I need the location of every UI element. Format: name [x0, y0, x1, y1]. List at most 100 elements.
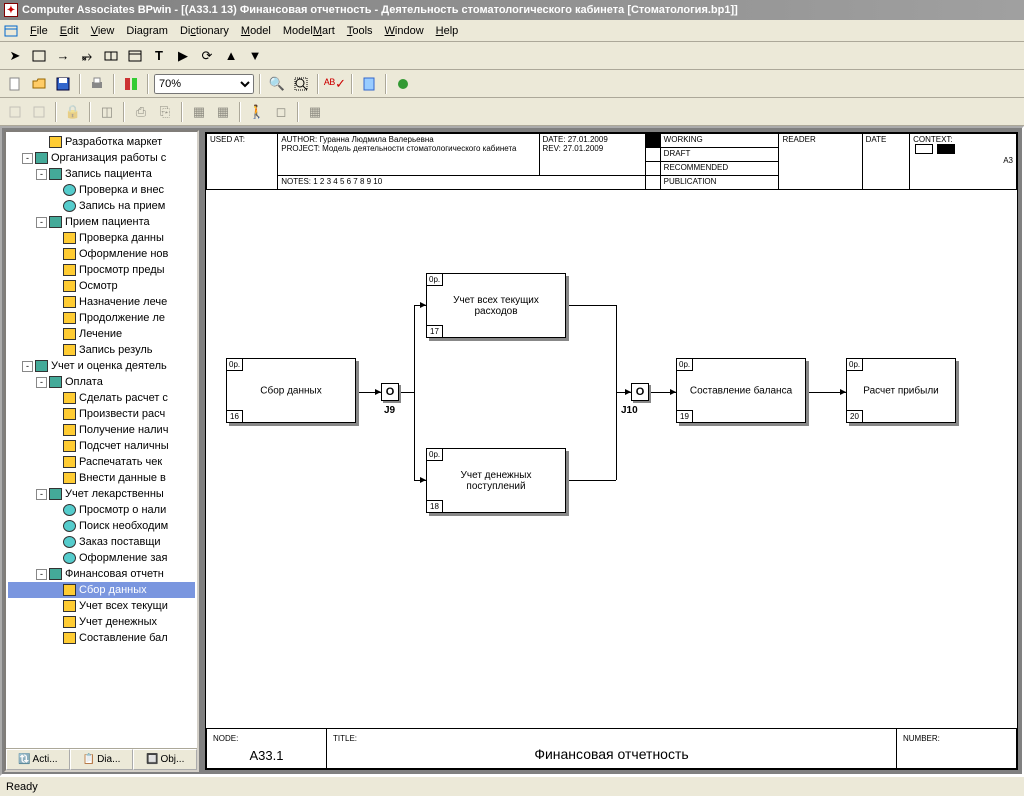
- zoom-fit-button[interactable]: [290, 73, 312, 95]
- model-props-button[interactable]: [120, 73, 142, 95]
- zoom-in-button[interactable]: 🔍: [266, 73, 288, 95]
- expand-icon[interactable]: -: [36, 489, 47, 500]
- menu-file[interactable]: File: [24, 23, 54, 39]
- tree-view[interactable]: Разработка маркет-Организация работы с-З…: [6, 132, 197, 748]
- tree-item[interactable]: -Финансовая отчетн: [8, 566, 195, 582]
- menu-dictionary[interactable]: Dictionary: [174, 23, 235, 39]
- junction[interactable]: O: [381, 383, 399, 401]
- tree-item[interactable]: Подсчет наличны: [8, 438, 195, 454]
- spellcheck-button[interactable]: ᴬᴮ✓: [324, 73, 346, 95]
- green-node-icon: [49, 376, 62, 388]
- cyan-node-icon: [63, 200, 76, 212]
- number-cell: NUMBER:: [897, 729, 1017, 769]
- expand-icon[interactable]: -: [22, 361, 33, 372]
- menu-tools[interactable]: Tools: [341, 23, 379, 39]
- tb3-person-button[interactable]: 🚶: [246, 101, 268, 123]
- activity-box[interactable]: 0р.Учет всех текущих расходов17: [426, 273, 566, 338]
- activity-box[interactable]: 0р.Расчет прибыли20: [846, 358, 956, 423]
- tree-item[interactable]: Проверка данны: [8, 230, 195, 246]
- expand-icon[interactable]: -: [36, 217, 47, 228]
- tree-item[interactable]: Лечение: [8, 326, 195, 342]
- tree-item-label: Заказ поставщи: [79, 536, 161, 548]
- tree-item-label: Организация работы с: [51, 152, 166, 164]
- date-header-cell: DATE: [862, 134, 910, 190]
- tree-item[interactable]: Распечатать чек: [8, 454, 195, 470]
- tree-item[interactable]: Учет всех текущи: [8, 598, 195, 614]
- tree-item[interactable]: Запись резуль: [8, 342, 195, 358]
- menu-model[interactable]: Model: [235, 23, 277, 39]
- tree-item[interactable]: Составление бал: [8, 630, 195, 646]
- go-parent-button[interactable]: ▲: [220, 45, 242, 67]
- menu-help[interactable]: Help: [430, 23, 465, 39]
- save-button[interactable]: [52, 73, 74, 95]
- go-child-button[interactable]: ▶: [172, 45, 194, 67]
- refresh-button[interactable]: ⟳: [196, 45, 218, 67]
- cyan-node-icon: [63, 184, 76, 196]
- expand-icon[interactable]: -: [36, 569, 47, 580]
- working-cell: WORKING: [660, 134, 779, 148]
- tree-item[interactable]: Произвести расч: [8, 406, 195, 422]
- tree-item[interactable]: Назначение лече: [8, 294, 195, 310]
- datastore-button[interactable]: [124, 45, 146, 67]
- go-sibling-button[interactable]: ▼: [244, 45, 266, 67]
- tree-item[interactable]: Просмотр о нали: [8, 502, 195, 518]
- activity-box[interactable]: 0р.Учет денежных поступлений18: [426, 448, 566, 513]
- menu-edit[interactable]: Edit: [54, 23, 85, 39]
- tree-item[interactable]: -Учет и оценка деятель: [8, 358, 195, 374]
- new-button[interactable]: [4, 73, 26, 95]
- modelmart-button[interactable]: [392, 73, 414, 95]
- menu-diagram[interactable]: Diagram: [120, 23, 174, 39]
- tree-item[interactable]: Оформление нов: [8, 246, 195, 262]
- tree-item-label: Назначение лече: [79, 296, 167, 308]
- menu-view[interactable]: View: [85, 23, 121, 39]
- tree-item[interactable]: Заказ поставщи: [8, 534, 195, 550]
- tree-item[interactable]: Сделать расчет с: [8, 390, 195, 406]
- tree-item[interactable]: Разработка маркет: [8, 134, 195, 150]
- report-button[interactable]: [358, 73, 380, 95]
- tree-item[interactable]: -Учет лекарственны: [8, 486, 195, 502]
- tree-item[interactable]: Просмотр преды: [8, 262, 195, 278]
- tree-item[interactable]: Поиск необходим: [8, 518, 195, 534]
- yellow-node-icon: [63, 472, 76, 484]
- diagram-surface[interactable]: 0р.Сбор данных16 0р.Учет всех текущих рас…: [206, 193, 1017, 719]
- tree-item[interactable]: Запись на прием: [8, 198, 195, 214]
- tunnel-button[interactable]: [100, 45, 122, 67]
- tree-item[interactable]: -Оплата: [8, 374, 195, 390]
- tree-item[interactable]: -Прием пациента: [8, 214, 195, 230]
- tree-item[interactable]: - Организация работы с: [8, 150, 195, 166]
- green-node-icon: [35, 152, 48, 164]
- tree-item-label: Поиск необходим: [79, 520, 168, 532]
- pointer-tool-button[interactable]: ➤: [4, 45, 26, 67]
- model-explorer: Разработка маркет-Организация работы с-З…: [4, 130, 199, 772]
- expand-icon[interactable]: -: [36, 377, 47, 388]
- tree-item[interactable]: Внести данные в: [8, 470, 195, 486]
- tree-item[interactable]: Оформление зая: [8, 550, 195, 566]
- main-area: Разработка маркет-Организация работы с-З…: [0, 126, 1024, 776]
- activity-box-button[interactable]: [28, 45, 50, 67]
- activity-box[interactable]: 0р.Сбор данных16: [226, 358, 356, 423]
- open-button[interactable]: [28, 73, 50, 95]
- tree-item[interactable]: Учет денежных: [8, 614, 195, 630]
- cyan-node-icon: [63, 536, 76, 548]
- squiggle-tool-button[interactable]: ⥵: [76, 45, 98, 67]
- tree-item[interactable]: Осмотр: [8, 278, 195, 294]
- menu-window[interactable]: Window: [379, 23, 430, 39]
- activity-box[interactable]: 0р.Составление баланса19: [676, 358, 806, 423]
- diagram-canvas[interactable]: USED AT: AUTHOR: Гуранна Людмила Валерье…: [205, 132, 1018, 770]
- text-tool-button[interactable]: T: [148, 45, 170, 67]
- arrow-tool-button[interactable]: →: [52, 45, 74, 67]
- tree-item[interactable]: Проверка и внес: [8, 182, 195, 198]
- junction[interactable]: O: [631, 383, 649, 401]
- green-node-icon: [49, 216, 62, 228]
- zoom-select[interactable]: 70%: [154, 74, 254, 94]
- menu-modelmart[interactable]: ModelMart: [277, 23, 341, 39]
- tree-item[interactable]: -Запись пациента: [8, 166, 195, 182]
- expand-icon[interactable]: -: [22, 153, 33, 164]
- tree-item[interactable]: Продолжение ле: [8, 310, 195, 326]
- print-button[interactable]: [86, 73, 108, 95]
- expand-icon[interactable]: -: [36, 169, 47, 180]
- tree-item[interactable]: Получение налич: [8, 422, 195, 438]
- tree-item-label: Учет денежных: [79, 616, 157, 628]
- tree-item-label: Внести данные в: [79, 472, 166, 484]
- tree-item[interactable]: Сбор данных: [8, 582, 195, 598]
